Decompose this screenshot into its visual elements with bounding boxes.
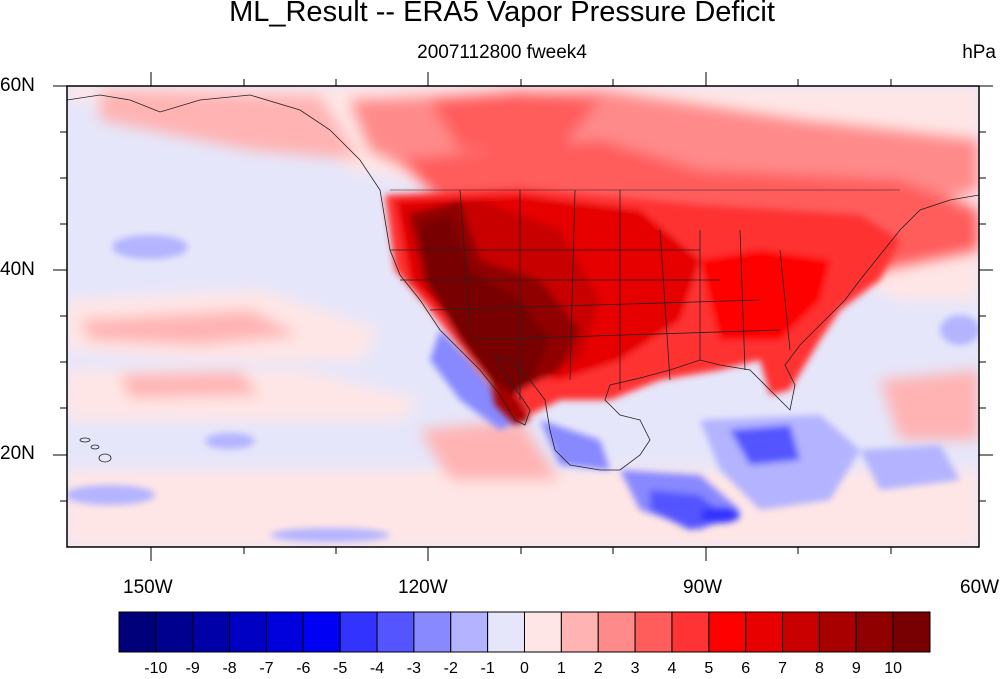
colorbar-box-1 — [155, 611, 194, 653]
colorbar-box-12 — [560, 611, 599, 653]
lat-label-20n: 20N — [0, 443, 35, 464]
units-label: hPa — [962, 42, 996, 63]
colorbar-box-8 — [413, 611, 452, 653]
axis-ticks — [53, 72, 993, 561]
lat-label-40n: 40N — [0, 259, 35, 280]
colorbar-box-11 — [524, 611, 562, 653]
colorbar-label: -9 — [185, 660, 200, 677]
colorbar-label: 8 — [814, 660, 824, 677]
colorbar-label: -6 — [296, 660, 311, 677]
colorbar-box-3 — [229, 611, 267, 653]
vpd-field — [67, 86, 979, 547]
lon-label-90w: 90W — [683, 577, 723, 598]
colorbar-label: -3 — [406, 660, 422, 677]
colorbar-box-18 — [782, 611, 820, 653]
negative-areas — [67, 235, 979, 542]
colorbar-label: -10 — [144, 660, 168, 677]
colorbar-box-14 — [634, 611, 673, 653]
lon-label-120w: 120W — [398, 577, 448, 598]
colorbar-box-21 — [892, 611, 931, 653]
colorbar-label: 9 — [851, 660, 861, 677]
colorbar-box-9 — [450, 611, 489, 653]
colorbar-label: 3 — [630, 660, 640, 677]
colorbar-box-2 — [192, 611, 231, 653]
lon-label-60w: 60W — [960, 577, 1000, 598]
colorbar-box-19 — [818, 611, 857, 653]
chart-subtitle: 2007112800 fweek4 — [417, 42, 587, 63]
colorbar-label: 5 — [704, 660, 714, 677]
lon-label-150w: 150W — [123, 577, 173, 598]
chart-title: ML_Result -- ERA5 Vapor Pressure Deficit — [229, 0, 775, 28]
colorbar-label: -7 — [259, 660, 274, 677]
colorbar-label: -4 — [369, 660, 385, 677]
colorbar-label: 7 — [778, 660, 787, 677]
us-positive — [385, 188, 900, 425]
colorbar-label: 1 — [556, 660, 566, 677]
colorbar-box-6 — [339, 611, 378, 653]
colorbar-box-10 — [487, 611, 525, 653]
colorbar — [118, 611, 931, 653]
colorbar-box-4 — [265, 611, 304, 653]
colorbar-label: -1 — [480, 660, 495, 677]
colorbar-label: -5 — [333, 660, 348, 677]
colorbar-label: 6 — [741, 660, 751, 677]
colorbar-label: -2 — [443, 660, 458, 677]
colorbar-label: 2 — [593, 660, 603, 677]
colorbar-label: 10 — [884, 660, 903, 677]
colorbar-box-16 — [708, 611, 747, 653]
colorbar-box-13 — [597, 611, 636, 653]
colorbar-box-20 — [855, 611, 894, 653]
colorbar-label: 4 — [667, 660, 677, 677]
colorbar-box-5 — [302, 611, 341, 653]
colorbar-box-7 — [376, 611, 415, 653]
coastlines — [67, 94, 979, 471]
colorbar-box-15 — [671, 611, 710, 653]
lat-label-60n: 60N — [0, 75, 35, 96]
colorbar-box-17 — [745, 611, 784, 653]
colorbar-label: -8 — [222, 660, 237, 677]
colorbar-box-0 — [118, 611, 157, 653]
colorbar-label: 0 — [520, 660, 529, 677]
